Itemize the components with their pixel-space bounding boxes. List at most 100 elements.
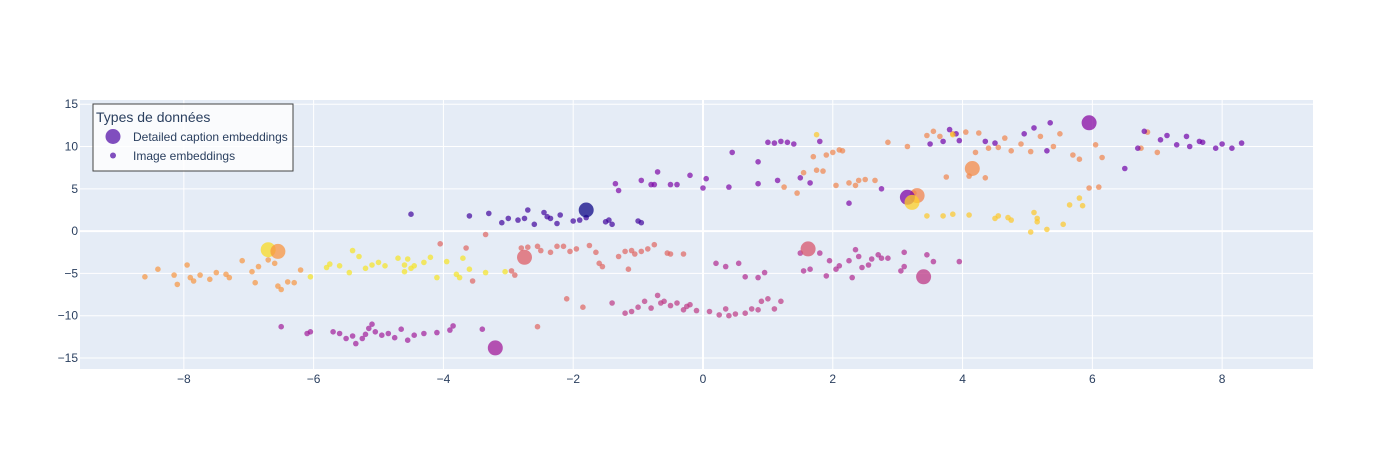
image-embedding-point[interactable] [810, 153, 817, 160]
image-embedding-point[interactable] [379, 332, 385, 339]
image-embedding-point[interactable] [1135, 145, 1141, 151]
image-embedding-point[interactable] [456, 274, 463, 281]
image-embedding-point[interactable] [862, 176, 868, 183]
image-embedding-point[interactable] [366, 325, 372, 332]
image-embedding-point[interactable] [343, 335, 349, 342]
image-embedding-point[interactable] [1021, 131, 1027, 137]
image-embedding-point[interactable] [742, 274, 748, 280]
image-embedding-point[interactable] [226, 274, 233, 281]
image-embedding-point[interactable] [411, 263, 418, 269]
image-embedding-point[interactable] [1070, 152, 1076, 158]
image-embedding-point[interactable] [972, 149, 979, 156]
image-embedding-point[interactable] [1031, 209, 1037, 216]
image-embedding-point[interactable] [654, 169, 661, 175]
image-embedding-point[interactable] [255, 263, 262, 270]
image-embedding-point[interactable] [622, 310, 628, 317]
image-embedding-point[interactable] [466, 213, 473, 219]
image-embedding-point[interactable] [207, 276, 213, 283]
image-embedding-point[interactable] [765, 296, 771, 302]
image-embedding-point[interactable] [521, 215, 528, 222]
image-embedding-point[interactable] [469, 278, 476, 284]
image-embedding-point[interactable] [817, 250, 823, 256]
image-embedding-point[interactable] [307, 329, 314, 335]
image-embedding-point[interactable] [1099, 154, 1105, 161]
image-embedding-point[interactable] [930, 128, 937, 135]
image-embedding-point[interactable] [855, 253, 862, 260]
image-embedding-point[interactable] [661, 298, 667, 305]
image-embedding-point[interactable] [411, 332, 418, 339]
image-embedding-point[interactable] [956, 137, 963, 144]
image-embedding-point[interactable] [693, 307, 700, 314]
image-embedding-point[interactable] [771, 140, 778, 146]
image-embedding-point[interactable] [437, 241, 444, 247]
image-embedding-point[interactable] [557, 212, 563, 218]
image-embedding-point[interactable] [284, 279, 291, 285]
image-embedding-point[interactable] [486, 210, 492, 217]
image-embedding-point[interactable] [667, 181, 674, 188]
legend-item-detailed[interactable]: Detailed caption embeddings [105, 129, 288, 144]
image-embedding-point[interactable] [401, 268, 408, 275]
image-embedding-point[interactable] [547, 215, 554, 222]
image-embedding-point[interactable] [369, 262, 375, 268]
image-embedding-point[interactable] [563, 296, 570, 302]
image-embedding-point[interactable] [823, 273, 830, 279]
image-embedding-point[interactable] [781, 184, 787, 190]
image-embedding-point[interactable] [1173, 142, 1180, 148]
image-embedding-point[interactable] [774, 177, 781, 184]
image-embedding-point[interactable] [943, 174, 950, 180]
image-embedding-point[interactable] [868, 256, 875, 262]
image-embedding-point[interactable] [375, 259, 382, 266]
image-embedding-point[interactable] [940, 213, 946, 219]
image-embedding-point[interactable] [1031, 125, 1037, 131]
image-embedding-point[interactable] [349, 247, 356, 254]
image-embedding-point[interactable] [735, 260, 742, 267]
legend-item-image[interactable]: Image embeddings [110, 149, 235, 163]
image-embedding-point[interactable] [615, 187, 622, 194]
image-embedding-point[interactable] [174, 281, 181, 288]
image-embedding-point[interactable] [508, 268, 515, 274]
image-embedding-point[interactable] [638, 248, 645, 255]
image-embedding-point[interactable] [878, 186, 885, 192]
image-embedding-point[interactable] [463, 245, 469, 251]
image-embedding-point[interactable] [1027, 148, 1034, 155]
image-embedding-point[interactable] [778, 138, 784, 145]
image-embedding-point[interactable] [609, 300, 615, 306]
image-embedding-point[interactable] [1154, 149, 1161, 156]
image-embedding-point[interactable] [830, 149, 836, 156]
image-embedding-point[interactable] [1122, 165, 1128, 172]
image-embedding-point[interactable] [1076, 156, 1083, 162]
image-embedding-point[interactable] [859, 264, 865, 271]
image-embedding-point[interactable] [982, 138, 989, 145]
image-embedding-point[interactable] [239, 257, 245, 264]
image-embedding-point[interactable] [726, 184, 732, 190]
image-embedding-point[interactable] [839, 148, 846, 154]
image-embedding-point[interactable] [609, 221, 615, 228]
image-embedding-point[interactable] [833, 182, 839, 189]
image-embedding-point[interactable] [901, 263, 907, 270]
image-embedding-point[interactable] [398, 326, 405, 333]
image-embedding-point[interactable] [1057, 131, 1063, 137]
image-embedding-point[interactable] [382, 263, 388, 269]
image-embedding-point[interactable] [703, 175, 709, 182]
image-embedding-point[interactable] [755, 274, 761, 281]
image-embedding-point[interactable] [700, 185, 706, 191]
image-embedding-point[interactable] [729, 149, 735, 156]
caption-embedding-point[interactable] [487, 340, 503, 356]
image-embedding-point[interactable] [1008, 148, 1014, 154]
image-embedding-point[interactable] [1047, 120, 1053, 126]
image-embedding-point[interactable] [807, 180, 813, 186]
image-embedding-point[interactable] [846, 257, 852, 264]
image-embedding-point[interactable] [362, 331, 369, 338]
image-embedding-point[interactable] [278, 286, 285, 293]
image-embedding-point[interactable] [1229, 145, 1235, 151]
image-embedding-point[interactable] [855, 177, 862, 184]
image-embedding-point[interactable] [800, 268, 807, 274]
image-embedding-point[interactable] [865, 262, 872, 268]
image-embedding-point[interactable] [327, 261, 333, 267]
image-embedding-point[interactable] [1238, 140, 1245, 146]
image-embedding-point[interactable] [547, 249, 554, 256]
image-embedding-point[interactable] [846, 200, 852, 206]
image-embedding-point[interactable] [404, 337, 411, 344]
image-embedding-point[interactable] [927, 141, 933, 147]
image-embedding-point[interactable] [385, 330, 392, 337]
